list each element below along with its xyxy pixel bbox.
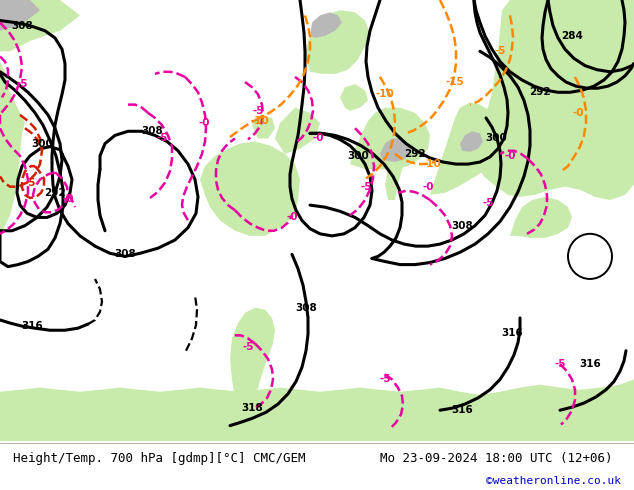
Polygon shape [200,142,300,236]
Text: Height/Temp. 700 hPa [gdmp][°C] CMC/GEM: Height/Temp. 700 hPa [gdmp][°C] CMC/GEM [13,452,305,465]
Text: 300: 300 [347,151,369,161]
Text: 308: 308 [451,220,473,231]
Text: -5: -5 [554,359,566,369]
Text: 300: 300 [31,139,53,148]
Polygon shape [380,139,410,162]
Text: 318: 318 [241,403,263,413]
Text: 316: 316 [21,321,43,331]
Text: 316: 316 [501,328,523,338]
Polygon shape [275,108,320,154]
Text: -5: -5 [252,106,264,116]
Text: 308: 308 [114,249,136,259]
Text: 316: 316 [451,405,473,415]
Text: 308: 308 [295,303,317,313]
Text: 308: 308 [11,21,33,31]
Polygon shape [0,379,634,441]
Text: 284: 284 [561,31,583,41]
Text: -15: -15 [446,77,464,87]
Text: -10: -10 [375,89,394,99]
Text: -10: -10 [423,159,441,169]
Polygon shape [430,102,500,195]
Polygon shape [0,0,80,51]
Text: -5: -5 [482,198,494,208]
Text: -5: -5 [16,79,28,89]
Text: -5: -5 [156,133,168,144]
Polygon shape [385,148,405,200]
Text: 292: 292 [404,149,426,159]
Text: -5: -5 [242,342,254,352]
Text: ©weatheronline.co.uk: ©weatheronline.co.uk [486,476,621,486]
Polygon shape [475,0,634,200]
Polygon shape [252,115,275,139]
Polygon shape [340,84,368,111]
Polygon shape [0,62,25,441]
Text: -0: -0 [504,151,515,161]
Text: -10: -10 [250,116,269,126]
Text: -0: -0 [313,133,324,144]
Text: -0: -0 [573,108,584,118]
Text: -5: -5 [379,374,391,385]
Polygon shape [0,0,40,31]
Polygon shape [305,10,370,74]
Text: 292: 292 [529,87,551,98]
Polygon shape [350,108,430,169]
Text: -5: -5 [495,46,506,56]
Text: 300: 300 [485,133,507,144]
Polygon shape [460,131,483,152]
Text: Mo 23-09-2024 18:00 UTC (12+06): Mo 23-09-2024 18:00 UTC (12+06) [380,452,613,465]
Text: -0: -0 [422,182,434,192]
Text: -5: -5 [360,182,372,192]
Text: 316: 316 [579,359,601,369]
Polygon shape [510,197,572,238]
Text: 308: 308 [141,126,163,136]
Text: -0: -0 [198,118,210,128]
Polygon shape [310,12,342,38]
Text: -0: -0 [286,213,298,222]
Polygon shape [230,308,275,441]
Text: -5: -5 [24,177,36,188]
Text: -0: -0 [62,194,74,204]
Text: 292: 292 [44,188,66,198]
